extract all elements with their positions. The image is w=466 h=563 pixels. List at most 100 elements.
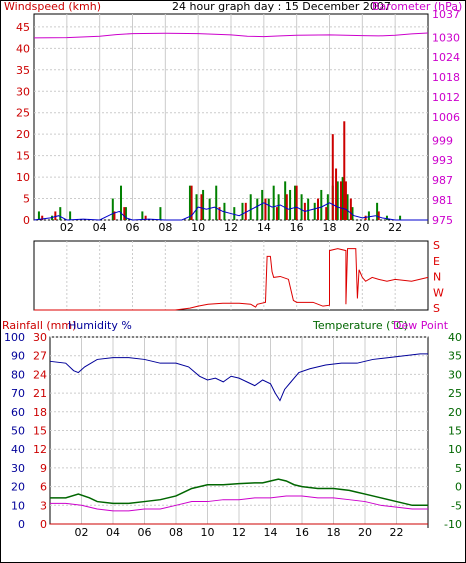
gust-bar — [215, 185, 218, 220]
baro-tick-label: 999 — [432, 134, 453, 147]
wind-bar — [54, 211, 57, 220]
baro-tick-label: 1006 — [432, 111, 460, 124]
x-tick-label: 12 — [232, 526, 246, 539]
wind-bar — [317, 198, 320, 220]
wind-bar — [113, 211, 116, 220]
humidity-tick-label: 60 — [11, 406, 25, 419]
wind-tick-label: 5 — [23, 193, 30, 206]
gust-bar — [294, 185, 297, 220]
gust-bar — [69, 211, 72, 220]
dewpoint-line — [50, 495, 428, 512]
wind-bar — [285, 194, 288, 220]
temperature-tick-label: 40 — [448, 331, 462, 344]
wind-bar — [275, 207, 278, 220]
gust-bar — [289, 189, 292, 220]
gust-bar — [37, 211, 40, 220]
gust-bar — [159, 207, 162, 220]
wind-bar — [41, 215, 44, 220]
temperature-tick-label: 5 — [455, 462, 462, 475]
gust-bar — [59, 207, 62, 220]
x-tick-label: 18 — [323, 221, 337, 234]
rainfall-tick-label: 12 — [33, 443, 47, 456]
gust-bar — [399, 215, 402, 220]
humidity-tick-label: 50 — [11, 425, 25, 438]
temperature-tick-label: 25 — [448, 387, 462, 400]
x-tick-label: 22 — [390, 526, 404, 539]
humidity-tick-label: 100 — [4, 331, 25, 344]
humidity-tick-label: 80 — [11, 368, 25, 381]
temperature-tick-label: 10 — [448, 443, 462, 456]
x-tick-label: 16 — [290, 221, 304, 234]
rainfall-tick-label: 21 — [33, 387, 47, 400]
wind-tick-label: 15 — [16, 150, 30, 163]
wind-tick-label: 35 — [16, 64, 30, 77]
baro-tick-label: 981 — [432, 194, 453, 207]
gust-bar — [124, 207, 127, 220]
baro-tick-label: 1012 — [432, 91, 460, 104]
gust-bar — [277, 194, 280, 220]
x-tick-label: 04 — [106, 526, 120, 539]
temperature-tick-label: 15 — [448, 425, 462, 438]
direction-tick-label: S — [433, 302, 440, 315]
x-tick-label: 20 — [355, 221, 369, 234]
wind-axis-title: Windspeed (kmh) — [4, 0, 101, 13]
gust-bar — [313, 202, 316, 220]
baro-tick-label: 1030 — [432, 31, 460, 44]
wind-bar — [325, 207, 328, 220]
rainfall-tick-label: 0 — [40, 518, 47, 531]
wind-bar — [343, 121, 346, 220]
baro-tick-label: 1024 — [432, 51, 460, 64]
direction-tick-label: E — [433, 255, 440, 268]
wind-bar — [295, 185, 298, 220]
x-tick-label: 08 — [158, 221, 172, 234]
x-tick-label: 20 — [358, 526, 372, 539]
gust-bar — [307, 198, 310, 220]
wind-tick-label: 20 — [16, 128, 30, 141]
rainfall-tick-label: 3 — [40, 499, 47, 512]
gust-bar — [300, 194, 303, 220]
temperature-tick-label: 20 — [448, 406, 462, 419]
humidity-axis-title: Humidity % — [68, 319, 132, 332]
direction-tick-label: S — [433, 239, 440, 252]
gust-bar — [188, 185, 191, 220]
x-tick-label: 04 — [93, 221, 107, 234]
x-tick-label: 18 — [327, 526, 341, 539]
wind-bar — [349, 198, 352, 220]
gust-bar — [233, 207, 236, 220]
gust-bar — [320, 189, 323, 220]
baro-tick-label: 993 — [432, 154, 453, 167]
wind-tick-label: 10 — [16, 171, 30, 184]
dewpoint-axis-title: Dew Point — [393, 319, 449, 332]
wind-bar — [190, 185, 193, 220]
gust-bar — [249, 194, 252, 220]
gust-bar — [261, 189, 264, 220]
wind-tick-label: 45 — [16, 21, 30, 34]
x-tick-label: 10 — [191, 221, 205, 234]
wind-tick-label: 25 — [16, 107, 30, 120]
wind-bar — [344, 181, 347, 220]
barometer-axis-title: Barometer (hPa) — [372, 0, 462, 13]
gust-bar — [351, 207, 354, 220]
humidity-tick-label: 30 — [11, 462, 25, 475]
gust-bar — [326, 194, 329, 220]
wind-bar — [331, 134, 334, 220]
rainfall-axis-title: Rainfall (mm) — [2, 319, 76, 332]
wind-tick-label: 0 — [23, 214, 30, 227]
gust-bar — [208, 198, 211, 220]
gust-bar — [284, 181, 287, 220]
temperature-line — [50, 478, 428, 507]
temperature-tick-label: -5 — [451, 499, 462, 512]
humidity-tick-label: 70 — [11, 387, 25, 400]
gust-bar — [376, 202, 379, 220]
gust-bar — [241, 202, 244, 220]
gust-bar — [367, 211, 370, 220]
wind-bar — [339, 181, 342, 220]
gust-bar — [195, 194, 198, 220]
baro-tick-label: 975 — [432, 214, 453, 227]
rainfall-tick-label: 24 — [33, 368, 47, 381]
x-tick-label: 08 — [169, 526, 183, 539]
wind-tick-label: 30 — [16, 85, 30, 98]
wind-barometer-chart: 02 04 06 08 10 12 14 16 18 20 22051015202530354045… — [16, 8, 460, 234]
